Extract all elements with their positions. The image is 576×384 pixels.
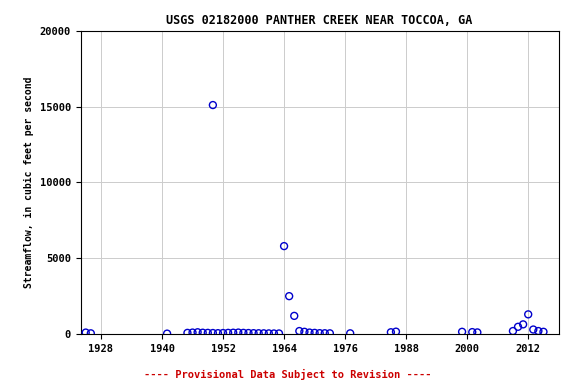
Text: ---- Provisional Data Subject to Revision ----: ---- Provisional Data Subject to Revisio…	[144, 369, 432, 380]
Point	[209, 102, 218, 108]
Point	[518, 321, 528, 328]
Point	[346, 330, 355, 336]
Point	[473, 329, 482, 336]
Point	[209, 330, 218, 336]
Point	[274, 330, 283, 336]
Point	[529, 326, 538, 333]
Point	[259, 330, 268, 336]
Point	[86, 330, 96, 336]
Point	[305, 329, 314, 336]
Point	[183, 330, 192, 336]
Point	[239, 330, 248, 336]
Point	[391, 329, 400, 335]
Point	[295, 328, 304, 334]
Point	[218, 330, 228, 336]
Point	[310, 330, 319, 336]
Point	[249, 330, 258, 336]
Point	[81, 329, 90, 336]
Point	[315, 330, 324, 336]
Y-axis label: Streamflow, in cubic feet per second: Streamflow, in cubic feet per second	[24, 77, 34, 288]
Point	[213, 330, 222, 336]
Point	[534, 328, 543, 334]
Point	[188, 329, 197, 336]
Point	[509, 328, 518, 334]
Point	[193, 329, 202, 335]
Point	[254, 330, 263, 336]
Point	[457, 329, 467, 335]
Point	[279, 243, 289, 249]
Point	[244, 330, 253, 336]
Point	[539, 329, 548, 335]
Point	[234, 329, 243, 336]
Point	[300, 329, 309, 335]
Point	[203, 330, 213, 336]
Point	[290, 313, 299, 319]
Point	[524, 311, 533, 318]
Point	[468, 329, 477, 335]
Point	[198, 329, 207, 336]
Point	[223, 330, 233, 336]
Point	[229, 329, 238, 336]
Point	[320, 330, 329, 336]
Point	[325, 330, 335, 336]
Point	[285, 293, 294, 299]
Point	[386, 329, 396, 335]
Title: USGS 02182000 PANTHER CREEK NEAR TOCCOA, GA: USGS 02182000 PANTHER CREEK NEAR TOCCOA,…	[166, 14, 473, 27]
Point	[513, 324, 522, 330]
Point	[162, 331, 172, 337]
Point	[270, 330, 279, 336]
Point	[264, 330, 274, 336]
